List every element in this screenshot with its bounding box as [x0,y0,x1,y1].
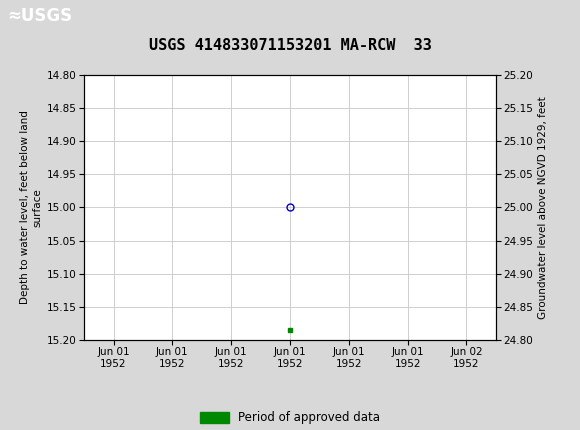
Y-axis label: Groundwater level above NGVD 1929, feet: Groundwater level above NGVD 1929, feet [538,96,548,319]
Text: USGS 414833071153201 MA-RCW  33: USGS 414833071153201 MA-RCW 33 [148,38,432,52]
Legend: Period of approved data: Period of approved data [195,406,385,429]
Text: ≈USGS: ≈USGS [7,7,72,25]
Y-axis label: Depth to water level, feet below land
surface: Depth to water level, feet below land su… [20,111,42,304]
